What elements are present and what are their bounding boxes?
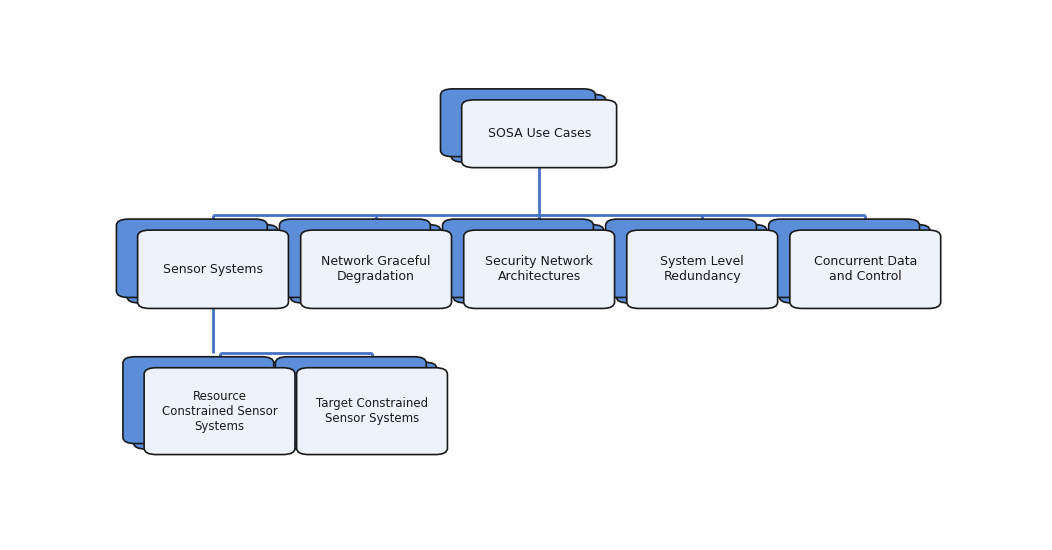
- FancyBboxPatch shape: [627, 230, 777, 309]
- FancyBboxPatch shape: [464, 230, 614, 309]
- FancyBboxPatch shape: [616, 224, 767, 303]
- Text: Security Network
Architectures: Security Network Architectures: [485, 255, 593, 283]
- Text: Concurrent Data
and Control: Concurrent Data and Control: [813, 255, 917, 283]
- FancyBboxPatch shape: [453, 224, 604, 303]
- FancyBboxPatch shape: [138, 230, 288, 309]
- FancyBboxPatch shape: [780, 224, 930, 303]
- FancyBboxPatch shape: [443, 219, 593, 298]
- FancyBboxPatch shape: [276, 357, 426, 443]
- FancyBboxPatch shape: [290, 224, 441, 303]
- FancyBboxPatch shape: [790, 230, 940, 309]
- Text: Resource
Constrained Sensor
Systems: Resource Constrained Sensor Systems: [162, 389, 278, 433]
- FancyBboxPatch shape: [297, 368, 447, 454]
- Text: Sensor Systems: Sensor Systems: [163, 263, 263, 276]
- FancyBboxPatch shape: [606, 219, 756, 298]
- FancyBboxPatch shape: [123, 357, 274, 443]
- FancyBboxPatch shape: [441, 89, 595, 157]
- FancyBboxPatch shape: [451, 95, 606, 162]
- Text: SOSA Use Cases: SOSA Use Cases: [487, 127, 591, 140]
- FancyBboxPatch shape: [462, 100, 616, 168]
- FancyBboxPatch shape: [280, 219, 430, 298]
- FancyBboxPatch shape: [117, 219, 267, 298]
- FancyBboxPatch shape: [301, 230, 451, 309]
- FancyBboxPatch shape: [134, 362, 284, 449]
- Text: Network Graceful
Degradation: Network Graceful Degradation: [321, 255, 431, 283]
- Text: Target Constrained
Sensor Systems: Target Constrained Sensor Systems: [316, 397, 428, 425]
- FancyBboxPatch shape: [127, 224, 278, 303]
- Text: System Level
Redundancy: System Level Redundancy: [661, 255, 744, 283]
- FancyBboxPatch shape: [286, 362, 437, 449]
- FancyBboxPatch shape: [769, 219, 919, 298]
- FancyBboxPatch shape: [144, 368, 295, 454]
